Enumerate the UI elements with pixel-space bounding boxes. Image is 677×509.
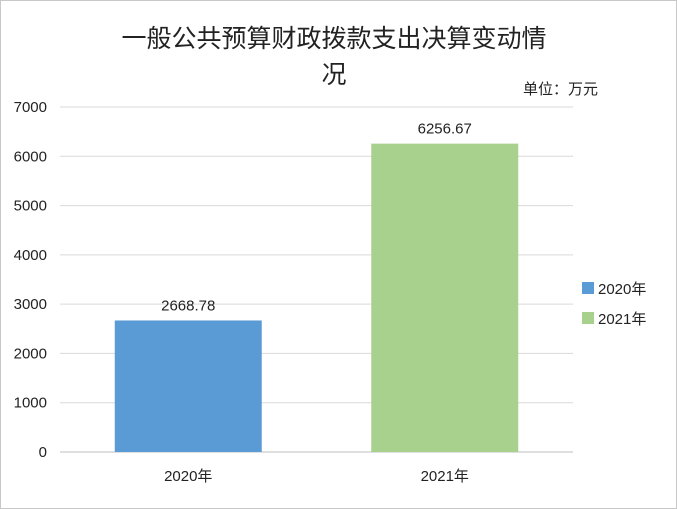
y-tick-label: 6000	[14, 148, 47, 165]
y-tick-label: 5000	[14, 198, 47, 215]
legend-entry: 2021年	[598, 311, 646, 328]
data-label: 6256.67	[418, 121, 472, 138]
data-labels: 2668.78 6256.67	[161, 121, 472, 315]
y-tick-label: 1000	[14, 395, 47, 412]
legend-swatch	[582, 282, 594, 294]
y-tick-label: 0	[39, 444, 47, 461]
y-tick-label: 3000	[14, 296, 47, 313]
legend-entry: 2020年	[598, 281, 646, 298]
bar-1	[114, 320, 262, 452]
bar-2	[371, 143, 519, 452]
data-label: 2668.78	[161, 297, 215, 314]
y-tick-label: 2000	[14, 345, 47, 362]
bars	[114, 143, 519, 452]
x-tick-label: 2020年	[164, 468, 212, 485]
y-axis-ticks: 0 1000 2000 3000 4000 5000 6000 7000	[14, 99, 47, 461]
chart-title-line-2: 况	[321, 60, 346, 89]
legend-swatch	[582, 312, 594, 324]
legend: 2020年 2021年	[582, 281, 646, 328]
x-axis-ticks: 2020年 2021年	[164, 468, 469, 485]
y-tick-label: 7000	[14, 99, 47, 116]
y-tick-label: 4000	[14, 247, 47, 264]
unit-label: 单位：万元	[523, 80, 598, 98]
x-tick-label: 2021年	[421, 468, 469, 485]
chart-title-line-1: 一般公共预算财政拨款支出决算变动情	[121, 24, 546, 53]
